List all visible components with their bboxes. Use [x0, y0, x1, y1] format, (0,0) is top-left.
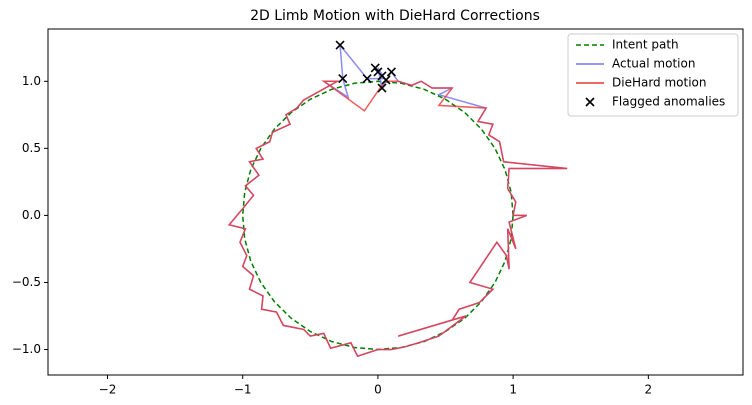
plot-frame	[47, 28, 744, 376]
anomaly-marker	[335, 40, 345, 50]
x-tick-label: 0	[374, 383, 382, 397]
legend-label: Flagged anomalies	[612, 95, 725, 109]
series-line	[227, 42, 568, 358]
anomaly-marker	[362, 74, 372, 84]
y-tick-label: 1.0	[22, 74, 41, 88]
anomaly-marker	[370, 63, 380, 73]
anomaly-marker	[338, 74, 348, 84]
chart-title: 2D Limb Motion with DieHard Corrections	[250, 8, 540, 24]
legend-label: Intent path	[612, 38, 679, 52]
y-tick-label: −0.5	[12, 275, 41, 289]
series-line	[241, 80, 514, 351]
y-tick-label: −1.0	[12, 342, 41, 356]
legend-marker	[585, 97, 595, 107]
y-tick-label: 0.0	[22, 208, 41, 222]
legend-label: Actual motion	[612, 57, 695, 71]
x-tick-label: −2	[99, 383, 117, 397]
x-tick-label: 2	[645, 383, 653, 397]
x-tick-label: 1	[509, 383, 517, 397]
anomaly-marker	[377, 83, 387, 93]
anomaly-marker	[386, 67, 397, 77]
anomaly-marker	[381, 75, 391, 85]
legend-box	[567, 33, 739, 117]
legend-label: DieHard motion	[612, 76, 707, 90]
series-line	[227, 80, 568, 358]
y-tick-label: 0.5	[22, 141, 41, 155]
x-tick-label: −1	[234, 383, 252, 397]
